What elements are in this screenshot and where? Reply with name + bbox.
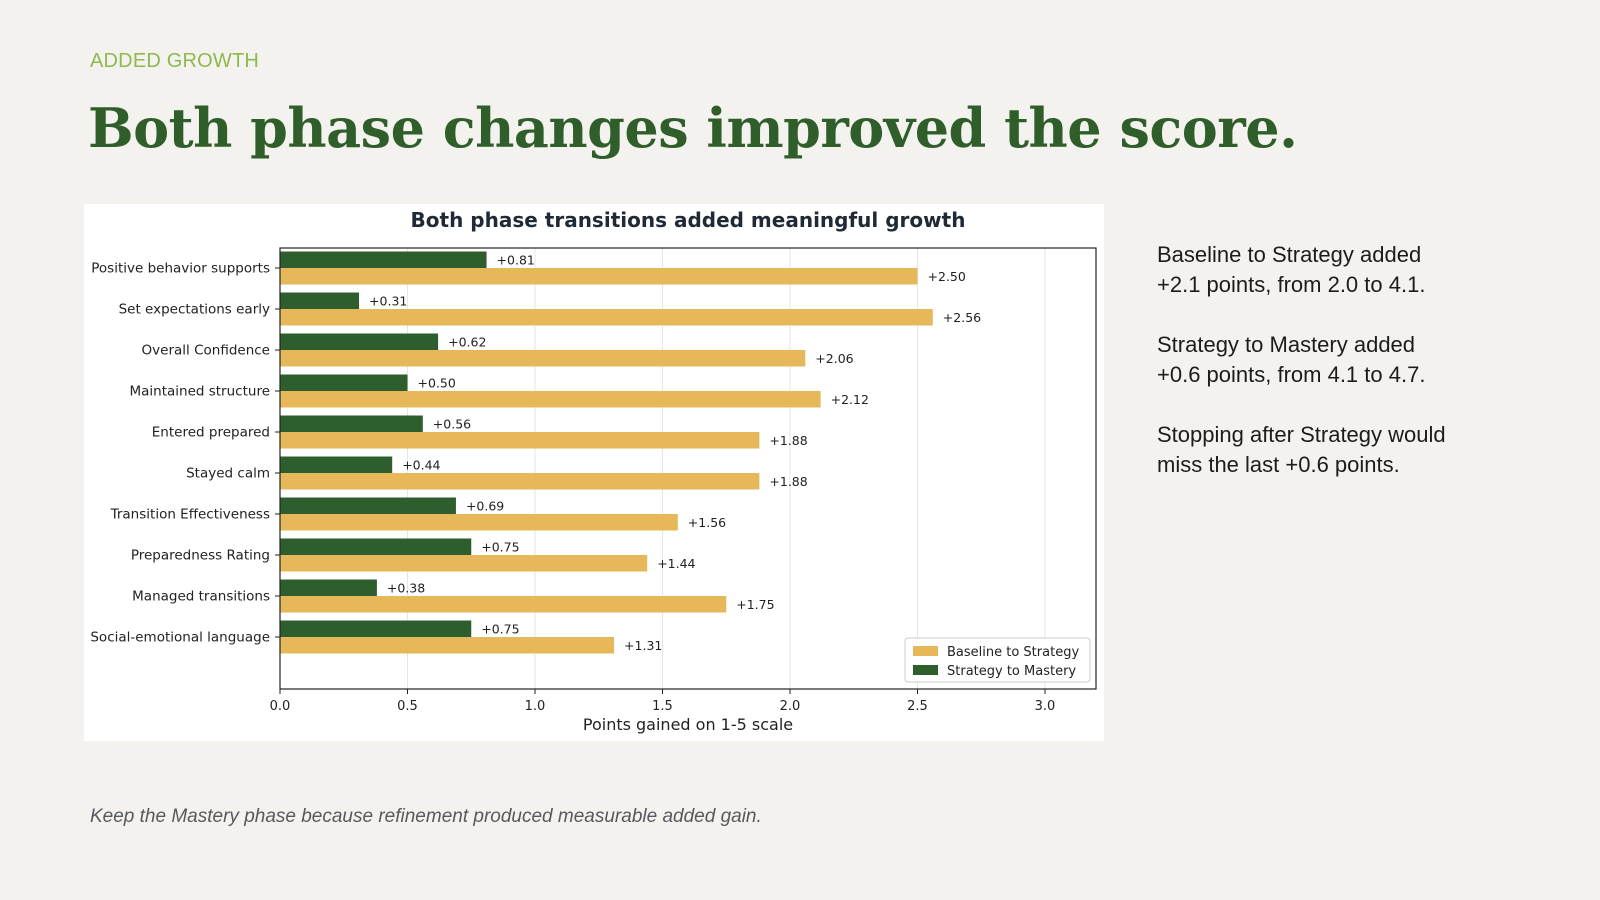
bar-baseline-to-strategy [280,596,727,613]
bar-strategy-to-mastery [280,292,360,309]
bar-baseline-to-strategy [280,555,648,572]
bar-baseline-to-strategy [280,473,760,490]
data-label-strategy-to-mastery: +0.56 [433,416,471,431]
x-tick-label: 2.0 [780,699,801,714]
data-label-baseline-to-strategy: +1.75 [736,597,774,612]
bar-baseline-to-strategy [280,391,821,408]
x-tick-label: 1.0 [525,699,546,714]
bar-baseline-to-strategy [280,268,918,285]
note-stopping-after-strategy: Stopping after Strategy would miss the l… [1157,422,1446,477]
data-label-strategy-to-mastery: +0.75 [481,621,519,636]
data-label-baseline-to-strategy: +1.56 [688,515,726,530]
x-tick-label: 2.5 [907,699,928,714]
y-tick-label: Maintained structure [129,384,270,400]
chart-title: Both phase transitions added meaningful … [411,208,966,232]
bar-strategy-to-mastery [280,456,393,473]
bar-baseline-to-strategy [280,514,678,531]
data-label-baseline-to-strategy: +1.44 [657,556,695,571]
data-label-baseline-to-strategy: +2.12 [831,392,869,407]
data-label-strategy-to-mastery: +0.38 [387,580,425,595]
y-tick-label: Social-emotional language [90,630,270,646]
data-label-strategy-to-mastery: +0.44 [402,457,440,472]
legend-swatch [913,646,938,656]
y-tick-label: Managed transitions [132,589,270,605]
bar-strategy-to-mastery [280,579,377,596]
data-label-baseline-to-strategy: +2.50 [928,269,966,284]
legend-swatch [913,665,938,675]
bar-strategy-to-mastery [280,415,423,432]
note-baseline-to-strategy: Baseline to Strategy added +2.1 points, … [1157,242,1426,297]
y-tick-label: Stayed calm [186,466,270,482]
bar-strategy-to-mastery [280,620,472,637]
data-label-strategy-to-mastery: +0.81 [497,252,535,267]
legend-box [904,637,1091,683]
data-label-baseline-to-strategy: +1.88 [769,474,807,489]
y-tick-label: Set expectations early [119,302,270,318]
bar-baseline-to-strategy [280,350,806,367]
bar-strategy-to-mastery [280,251,487,268]
slide-headline: Both phase changes improved the score. [88,96,1298,160]
data-label-strategy-to-mastery: +0.75 [481,539,519,554]
data-label-baseline-to-strategy: +2.06 [815,351,853,366]
bar-baseline-to-strategy [280,432,760,449]
note-strategy-to-mastery: Strategy to Mastery added +0.6 points, f… [1157,332,1426,387]
x-axis-label: Points gained on 1-5 scale [583,715,793,734]
data-label-strategy-to-mastery: +0.31 [369,293,407,308]
legend-label: Strategy to Mastery [947,664,1076,679]
side-notes: Baseline to Strategy added +2.1 points, … [1157,240,1457,510]
data-label-baseline-to-strategy: +2.56 [943,310,981,325]
bar-strategy-to-mastery [280,538,472,555]
data-label-strategy-to-mastery: +0.69 [466,498,504,513]
bar-strategy-to-mastery [280,374,408,391]
data-label-strategy-to-mastery: +0.62 [448,334,486,349]
legend-label: Baseline to Strategy [947,645,1079,660]
x-tick-label: 1.5 [652,699,673,714]
growth-bar-chart: Both phase transitions added meaningful … [90,208,1097,734]
bar-baseline-to-strategy [280,637,615,654]
bar-strategy-to-mastery [280,497,456,514]
y-tick-label: Overall Confidence [142,343,270,359]
y-tick-label: Entered prepared [152,425,270,441]
slide-kicker: ADDED GROWTH [90,50,260,72]
y-tick-label: Preparedness Rating [131,548,270,564]
data-label-baseline-to-strategy: +1.88 [769,433,807,448]
x-tick-label: 3.0 [1035,699,1056,714]
data-label-strategy-to-mastery: +0.50 [418,375,456,390]
chart-card: Both phase transitions added meaningful … [84,204,1104,741]
bar-strategy-to-mastery [280,333,439,350]
bar-baseline-to-strategy [280,309,933,326]
y-tick-label: Transition Effectiveness [110,507,270,523]
footer-note: Keep the Mastery phase because refinemen… [90,806,762,827]
plot-frame [279,247,1097,690]
x-tick-label: 0.0 [270,699,291,714]
data-label-baseline-to-strategy: +1.31 [624,638,662,653]
x-tick-label: 0.5 [397,699,418,714]
y-tick-label: Positive behavior supports [91,261,270,277]
